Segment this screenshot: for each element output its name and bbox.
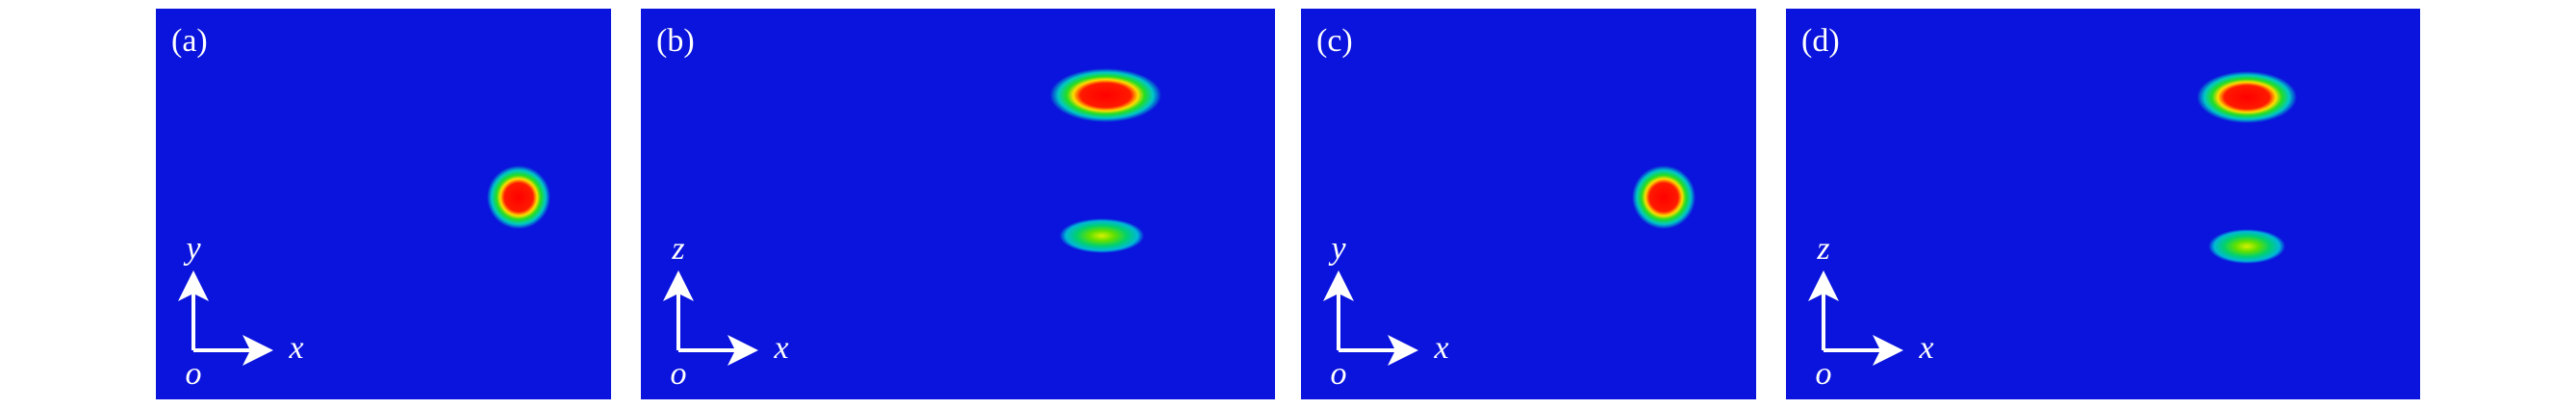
intensity-spot (1050, 68, 1161, 122)
axis-label: z (671, 231, 684, 267)
intensity-spot (487, 166, 550, 229)
axis-label: o (1816, 356, 1832, 392)
panel-background (1786, 9, 2420, 399)
panel-label: (a) (171, 23, 208, 59)
axis-label: o (671, 356, 687, 392)
panel-label: (c) (1316, 23, 1353, 59)
axis-label: x (288, 330, 303, 366)
axis-label: y (1328, 231, 1346, 267)
intensity-spot (1059, 218, 1144, 253)
panel-background (641, 9, 1275, 399)
axis-label: x (1918, 330, 1933, 366)
intensity-spot (2208, 229, 2285, 264)
axis-label: o (1331, 356, 1347, 392)
axis-label: y (183, 231, 201, 267)
panel: (a) y x o (156, 9, 611, 399)
intensity-spot (2197, 71, 2297, 123)
axis-label: x (1433, 330, 1448, 366)
axis-label: o (186, 356, 202, 392)
panel-label: (b) (656, 23, 695, 59)
intensity-spot (1632, 166, 1696, 229)
panel: (d) z x o (1786, 9, 2420, 399)
axis-label: x (773, 330, 788, 366)
panel: (c) y x o (1301, 9, 1756, 399)
panel: (b) z x o (641, 9, 1275, 399)
panel-label: (d) (1801, 23, 1840, 59)
axis-label: z (1816, 231, 1829, 267)
